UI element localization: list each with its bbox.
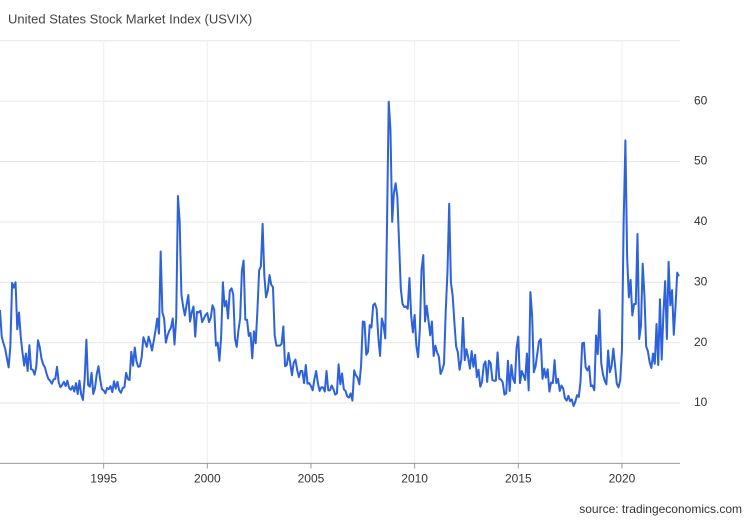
y-tick-label: 40 [694,214,708,228]
y-tick-label: 10 [694,395,708,409]
data-line [0,100,680,408]
y-tick-label: 60 [694,93,708,107]
chart-title: United States Stock Market Index (USVIX) [8,11,252,26]
y-tick-label: 30 [694,274,708,288]
y-tick-label: 50 [694,154,708,168]
x-tick-label: 2000 [194,472,221,486]
x-tick-label: 2005 [298,472,325,486]
x-tick-label: 2010 [401,472,428,486]
x-tick-label: 2015 [505,472,532,486]
x-tick-label: 1995 [90,472,117,486]
source-note: source: tradingeconomics.com [579,502,742,516]
y-tick-label: 20 [694,335,708,349]
x-tick-label: 2020 [609,472,636,486]
